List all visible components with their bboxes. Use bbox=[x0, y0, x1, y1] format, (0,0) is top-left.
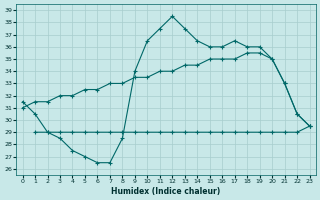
X-axis label: Humidex (Indice chaleur): Humidex (Indice chaleur) bbox=[111, 187, 221, 196]
